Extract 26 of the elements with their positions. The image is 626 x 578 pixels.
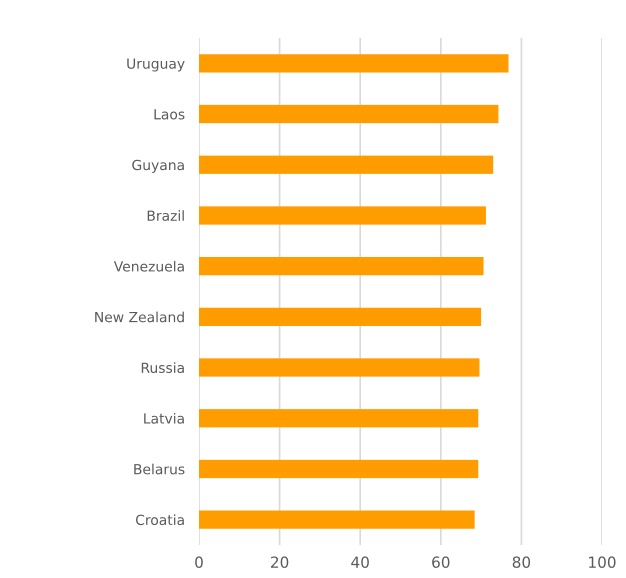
y-tick-label: Latvia	[144, 412, 184, 424]
bar	[199, 257, 484, 276]
y-tick-label: Guyana	[132, 160, 184, 173]
y-tick-label: Croatia	[136, 514, 184, 526]
bar	[199, 460, 478, 478]
bar	[199, 510, 475, 529]
y-tick-label: Belarus	[134, 464, 184, 474]
bar	[199, 156, 494, 174]
x-tick-label: 40	[351, 556, 369, 568]
y-tick-label: Uruguay	[127, 58, 185, 72]
bar	[199, 409, 478, 428]
y-tick-label: Laos	[154, 109, 184, 120]
y-tick-label: Brazil	[148, 210, 184, 221]
bar	[199, 206, 486, 225]
y-tick-label: New Zealand	[95, 312, 184, 322]
x-tick-label: 60	[432, 556, 450, 568]
bar	[199, 104, 498, 124]
x-tick-label: 80	[512, 556, 530, 568]
y-tick-label: Venezuela	[114, 260, 184, 272]
bar	[199, 308, 482, 326]
x-tick-label: 100	[589, 556, 616, 568]
bar	[199, 358, 480, 377]
bar	[199, 54, 509, 72]
x-tick-label: 0	[195, 556, 203, 568]
x-tick-label: 20	[271, 556, 288, 568]
y-tick-label: Russia	[142, 362, 184, 374]
